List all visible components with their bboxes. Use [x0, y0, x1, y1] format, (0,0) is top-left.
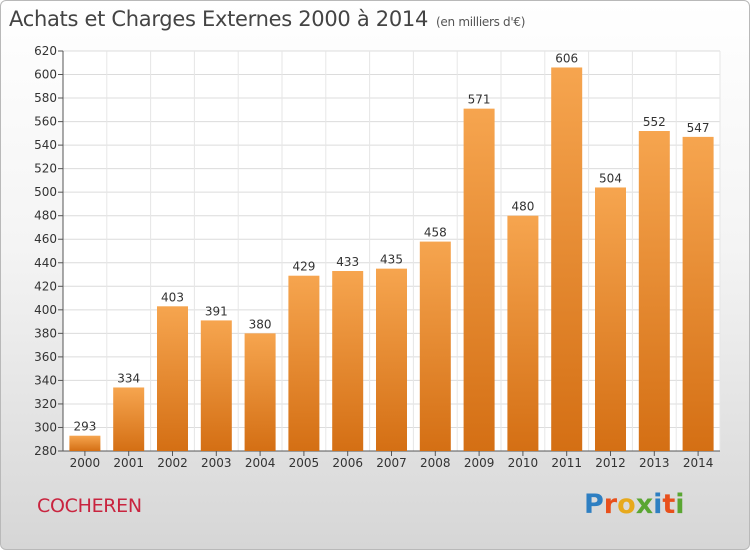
- x-tick-label: 2014: [683, 456, 714, 470]
- logo-letter: x: [635, 489, 654, 520]
- logo-letter: i: [653, 489, 663, 520]
- commune-name: COCHEREN: [37, 495, 142, 517]
- data-label-2001: 334: [117, 371, 140, 385]
- y-tick-label: 460: [34, 232, 57, 246]
- logo-letter: P: [584, 489, 604, 520]
- data-label-2002: 403: [161, 290, 184, 304]
- data-label-2011: 606: [555, 51, 578, 65]
- bar-2002: [157, 306, 188, 451]
- bar-2013: [638, 131, 670, 451]
- x-tick-label: 2001: [113, 456, 144, 470]
- bar-2007: [376, 268, 407, 451]
- bar-2012: [595, 187, 626, 451]
- y-tick-label: 600: [34, 68, 57, 82]
- bar-2009: [463, 108, 495, 451]
- y-tick-label: 300: [34, 420, 57, 434]
- y-tick-label: 500: [34, 185, 57, 199]
- y-tick-label: 280: [34, 444, 57, 458]
- bar-2003: [200, 320, 232, 451]
- proxiti-logo[interactable]: Proxiti: [584, 489, 685, 520]
- x-tick-label: 2009: [464, 456, 495, 470]
- x-tick-label: 2002: [157, 456, 188, 470]
- bar-2014: [682, 136, 714, 451]
- axes: 280 300 320 340 360 380 400 420 440 460 480 500 520 5…: [34, 44, 720, 470]
- data-label-2000: 293: [73, 420, 96, 434]
- logo-letter: r: [603, 489, 618, 520]
- y-tick-label: 320: [34, 397, 57, 411]
- bar-2006: [332, 271, 364, 451]
- data-label-2006: 433: [336, 255, 359, 269]
- bar-2000: [69, 435, 101, 451]
- y-tick-label: 480: [34, 209, 57, 223]
- y-tick-label: 380: [34, 326, 57, 340]
- y-tick-label: 580: [34, 91, 57, 105]
- data-label-2003: 391: [205, 304, 228, 318]
- data-label-2007: 435: [380, 253, 403, 267]
- y-tick-label: 560: [34, 115, 57, 129]
- x-tick-label: 2011: [551, 456, 582, 470]
- y-tick-label: 400: [34, 303, 57, 317]
- data-labels: 293 334 403 391 380 429 433 435 458 571 480 606 504 5…: [73, 51, 709, 433]
- data-label-2009: 571: [468, 93, 491, 107]
- data-label-2013: 552: [643, 115, 666, 129]
- data-label-2005: 429: [292, 260, 315, 274]
- bar-2011: [551, 67, 583, 452]
- x-tick-label: 2003: [201, 456, 232, 470]
- y-tick-label: 340: [34, 373, 57, 387]
- y-tick-label: 540: [34, 138, 57, 152]
- x-tick-label: 2007: [376, 456, 407, 470]
- x-tick-label: 2012: [595, 456, 626, 470]
- y-tick-label: 360: [34, 350, 57, 364]
- bar-2004: [244, 333, 276, 451]
- y-tick-label: 520: [34, 162, 57, 176]
- x-tick-label: 2006: [332, 456, 363, 470]
- title-unit: (en milliers d'€): [436, 15, 526, 29]
- data-label-2008: 458: [424, 226, 447, 240]
- logo-letter: i: [675, 489, 685, 520]
- bar-2001: [113, 387, 145, 451]
- title-text: Achats et Charges Externes 2000 à 2014: [9, 7, 429, 31]
- logo-letter: t: [662, 489, 676, 520]
- y-tick-label: 420: [34, 279, 57, 293]
- y-tick-label: 440: [34, 256, 57, 270]
- chart-title: Achats et Charges Externes 2000 à 2014 (e…: [9, 7, 525, 31]
- x-tick-label: 2000: [70, 456, 101, 470]
- bar-2005: [288, 275, 320, 451]
- logo-letter: o: [617, 489, 636, 520]
- data-label-2014: 547: [687, 121, 710, 135]
- x-tick-label: 2010: [508, 456, 539, 470]
- bars: [69, 67, 714, 452]
- x-tick-label: 2013: [639, 456, 670, 470]
- x-tick-label: 2004: [245, 456, 276, 470]
- y-tick-label: 620: [34, 44, 57, 58]
- data-label-2012: 504: [599, 171, 622, 185]
- data-label-2010: 480: [511, 200, 534, 214]
- bar-2010: [507, 215, 539, 451]
- x-tick-label: 2005: [289, 456, 320, 470]
- bar-2008: [419, 241, 451, 451]
- data-label-2004: 380: [249, 317, 272, 331]
- x-tick-label: 2008: [420, 456, 451, 470]
